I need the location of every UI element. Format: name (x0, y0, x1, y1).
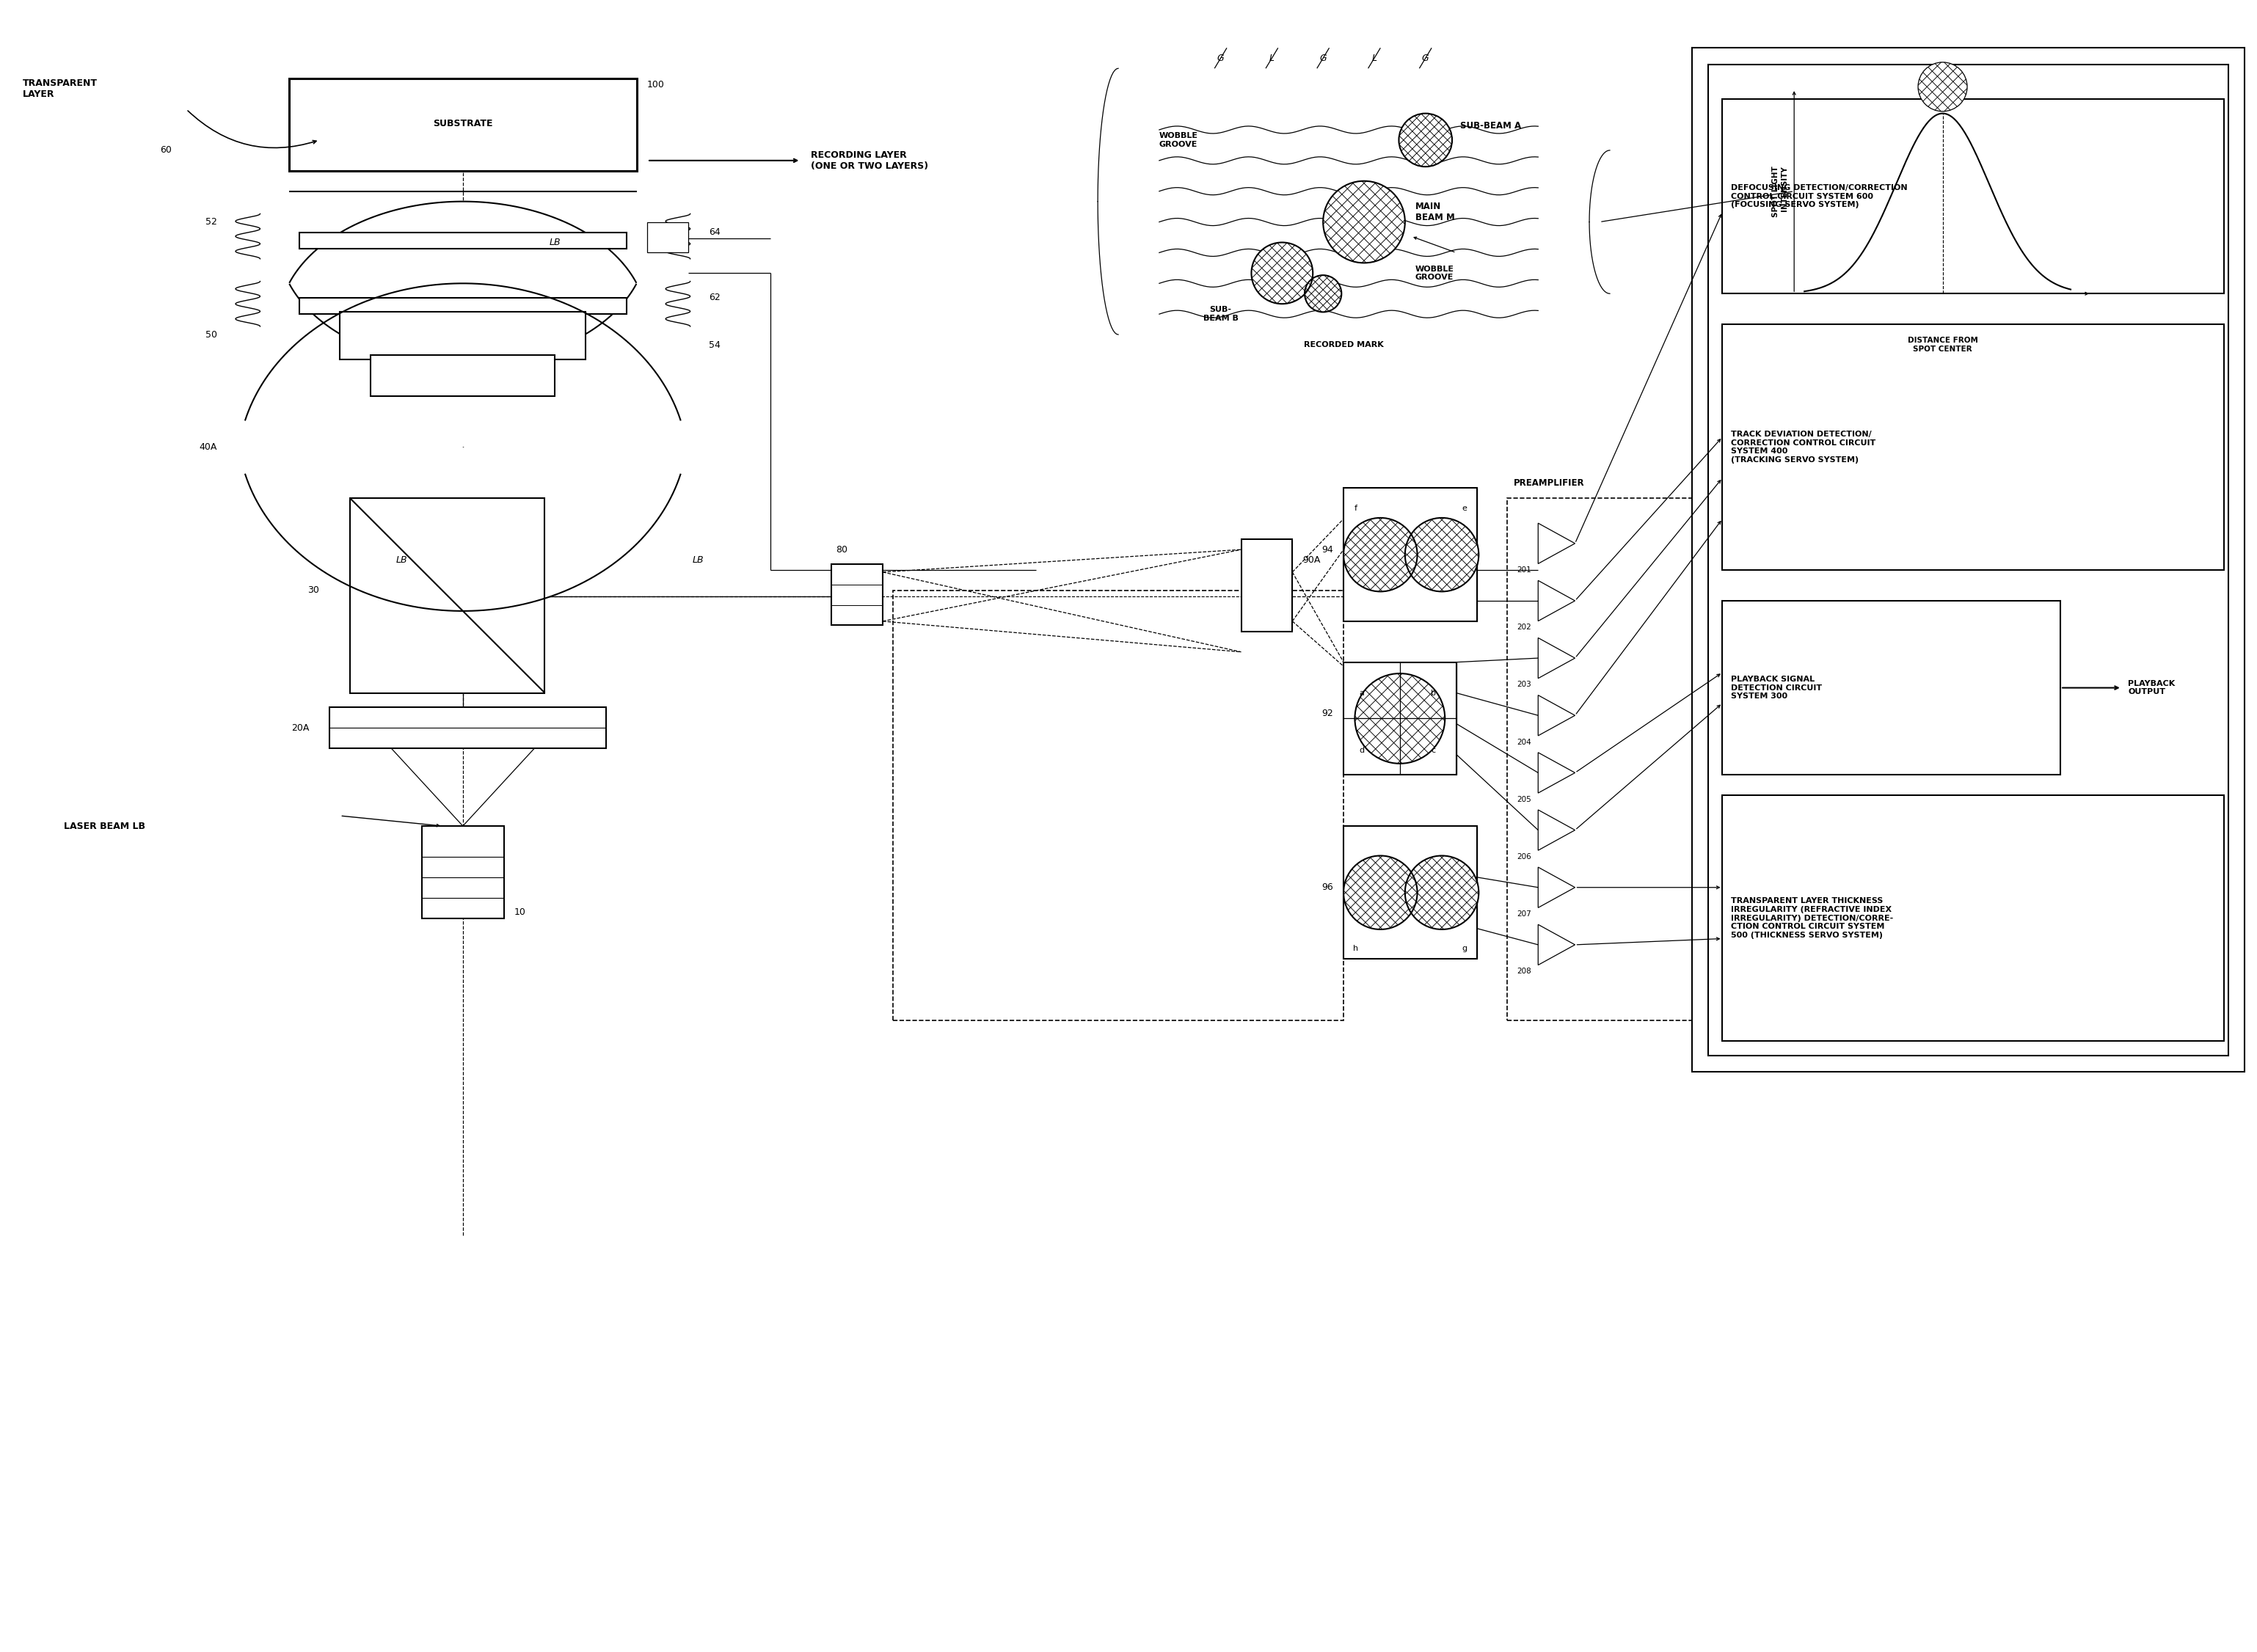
Circle shape (1343, 856, 1417, 930)
Text: 62: 62 (709, 292, 720, 302)
Bar (341, 312, 587, 358)
Text: LB: LB (395, 555, 406, 565)
Bar (1343, 826, 1476, 960)
Text: TRACK DEVIATION DETECTION/
CORRECTION CONTROL CIRCUIT
SYSTEM 400
(TRACKING SERVO: TRACK DEVIATION DETECTION/ CORRECTION CO… (1731, 431, 1876, 464)
Bar (1722, 795, 2223, 1041)
Text: LASER BEAM LB: LASER BEAM LB (63, 821, 144, 831)
Text: f: f (1354, 506, 1356, 512)
Text: 208: 208 (1517, 968, 1530, 975)
Bar (1722, 324, 2223, 570)
Text: e: e (1463, 506, 1467, 512)
Text: SUBSTRATE: SUBSTRATE (433, 119, 492, 129)
Circle shape (1399, 114, 1451, 167)
Circle shape (1354, 674, 1444, 763)
Polygon shape (289, 202, 636, 365)
Text: RECORDING LAYER
(ONE OR TWO LAYERS): RECORDING LAYER (ONE OR TWO LAYERS) (810, 150, 928, 170)
Text: 50: 50 (205, 330, 217, 339)
Text: 92: 92 (1323, 709, 1334, 719)
Text: SUB-
BEAM B: SUB- BEAM B (1203, 306, 1239, 322)
Text: L: L (1372, 53, 1377, 63)
Text: SUB-BEAM A: SUB-BEAM A (1460, 121, 1521, 131)
Text: 40A: 40A (199, 443, 217, 453)
Bar (350, 499, 544, 692)
Text: a: a (1359, 689, 1365, 697)
Circle shape (1305, 276, 1341, 312)
Bar (330, 707, 607, 748)
Text: SPOT LIGHT
INTENSITY: SPOT LIGHT INTENSITY (1772, 165, 1788, 216)
Text: d: d (1359, 747, 1365, 753)
Circle shape (1918, 63, 1968, 111)
Text: 207: 207 (1517, 910, 1530, 919)
Text: 201: 201 (1517, 567, 1530, 573)
Text: 64: 64 (709, 228, 720, 236)
Text: LB: LB (548, 238, 560, 248)
Polygon shape (246, 284, 679, 611)
Bar (1343, 662, 1456, 775)
Text: G: G (1320, 53, 1327, 63)
Text: 54: 54 (709, 340, 720, 350)
Text: 30: 30 (307, 586, 320, 595)
Bar (289, 79, 636, 170)
Text: WOBBLE
GROOVE: WOBBLE GROOVE (1160, 132, 1198, 149)
Bar (298, 233, 627, 248)
Text: DEFOCUSING DETECTION/CORRECTION
CONTROL CIRCUIT SYSTEM 600
(FOCUSING SERVO SYSTE: DEFOCUSING DETECTION/CORRECTION CONTROL … (1731, 183, 1907, 208)
Text: MAIN
BEAM M: MAIN BEAM M (1415, 202, 1456, 221)
Text: TRANSPARENT
LAYER: TRANSPARENT LAYER (23, 79, 97, 99)
Circle shape (1343, 517, 1417, 591)
Text: 94: 94 (1323, 545, 1334, 555)
Text: WOBBLE
GROOVE: WOBBLE GROOVE (1415, 266, 1454, 281)
Bar (370, 355, 555, 396)
Bar (1241, 539, 1293, 631)
Text: TRANSPARENT LAYER THICKNESS
IRREGULARITY (REFRACTIVE INDEX
IRREGULARITY) DETECTI: TRANSPARENT LAYER THICKNESS IRREGULARITY… (1731, 897, 1894, 938)
Bar (1508, 499, 1693, 1021)
Text: 203: 203 (1517, 681, 1530, 689)
Text: RECORDED MARK: RECORDED MARK (1305, 342, 1384, 349)
Text: 96: 96 (1323, 882, 1334, 892)
Bar (422, 826, 503, 919)
Text: DISTANCE FROM
SPOT CENTER: DISTANCE FROM SPOT CENTER (1907, 337, 1977, 354)
Text: 80: 80 (835, 545, 849, 555)
Text: 20A: 20A (291, 724, 309, 732)
Bar (831, 563, 882, 626)
Text: LB: LB (693, 555, 704, 565)
Bar (648, 221, 688, 253)
Bar (1693, 48, 2246, 1072)
Text: L: L (1268, 53, 1275, 63)
Text: PLAYBACK SIGNAL
DETECTION CIRCUIT
SYSTEM 300: PLAYBACK SIGNAL DETECTION CIRCUIT SYSTEM… (1731, 676, 1821, 700)
Text: G: G (1422, 53, 1429, 63)
Text: G: G (1217, 53, 1223, 63)
Text: h: h (1354, 945, 1359, 953)
Bar (894, 590, 1343, 1021)
Bar (1722, 99, 2223, 294)
Circle shape (1406, 517, 1478, 591)
Text: 90A: 90A (1302, 555, 1320, 565)
Text: 205: 205 (1517, 796, 1530, 803)
Circle shape (1323, 182, 1406, 263)
Text: b: b (1431, 689, 1435, 697)
Text: 100: 100 (648, 79, 666, 89)
Text: 206: 206 (1517, 852, 1530, 861)
Bar (1709, 64, 2228, 1056)
Bar (1722, 601, 2061, 775)
Text: g: g (1463, 945, 1467, 953)
Text: 204: 204 (1517, 738, 1530, 745)
Text: c: c (1431, 747, 1435, 753)
Circle shape (1250, 243, 1314, 304)
Bar (298, 297, 627, 314)
Text: 60: 60 (160, 145, 172, 155)
Circle shape (1406, 856, 1478, 930)
Text: PREAMPLIFIER: PREAMPLIFIER (1514, 479, 1584, 487)
Bar (1343, 487, 1476, 621)
Text: 202: 202 (1517, 624, 1530, 631)
Text: 10: 10 (515, 907, 526, 917)
Text: 52: 52 (205, 216, 217, 226)
Text: PLAYBACK
OUTPUT: PLAYBACK OUTPUT (2128, 681, 2176, 695)
